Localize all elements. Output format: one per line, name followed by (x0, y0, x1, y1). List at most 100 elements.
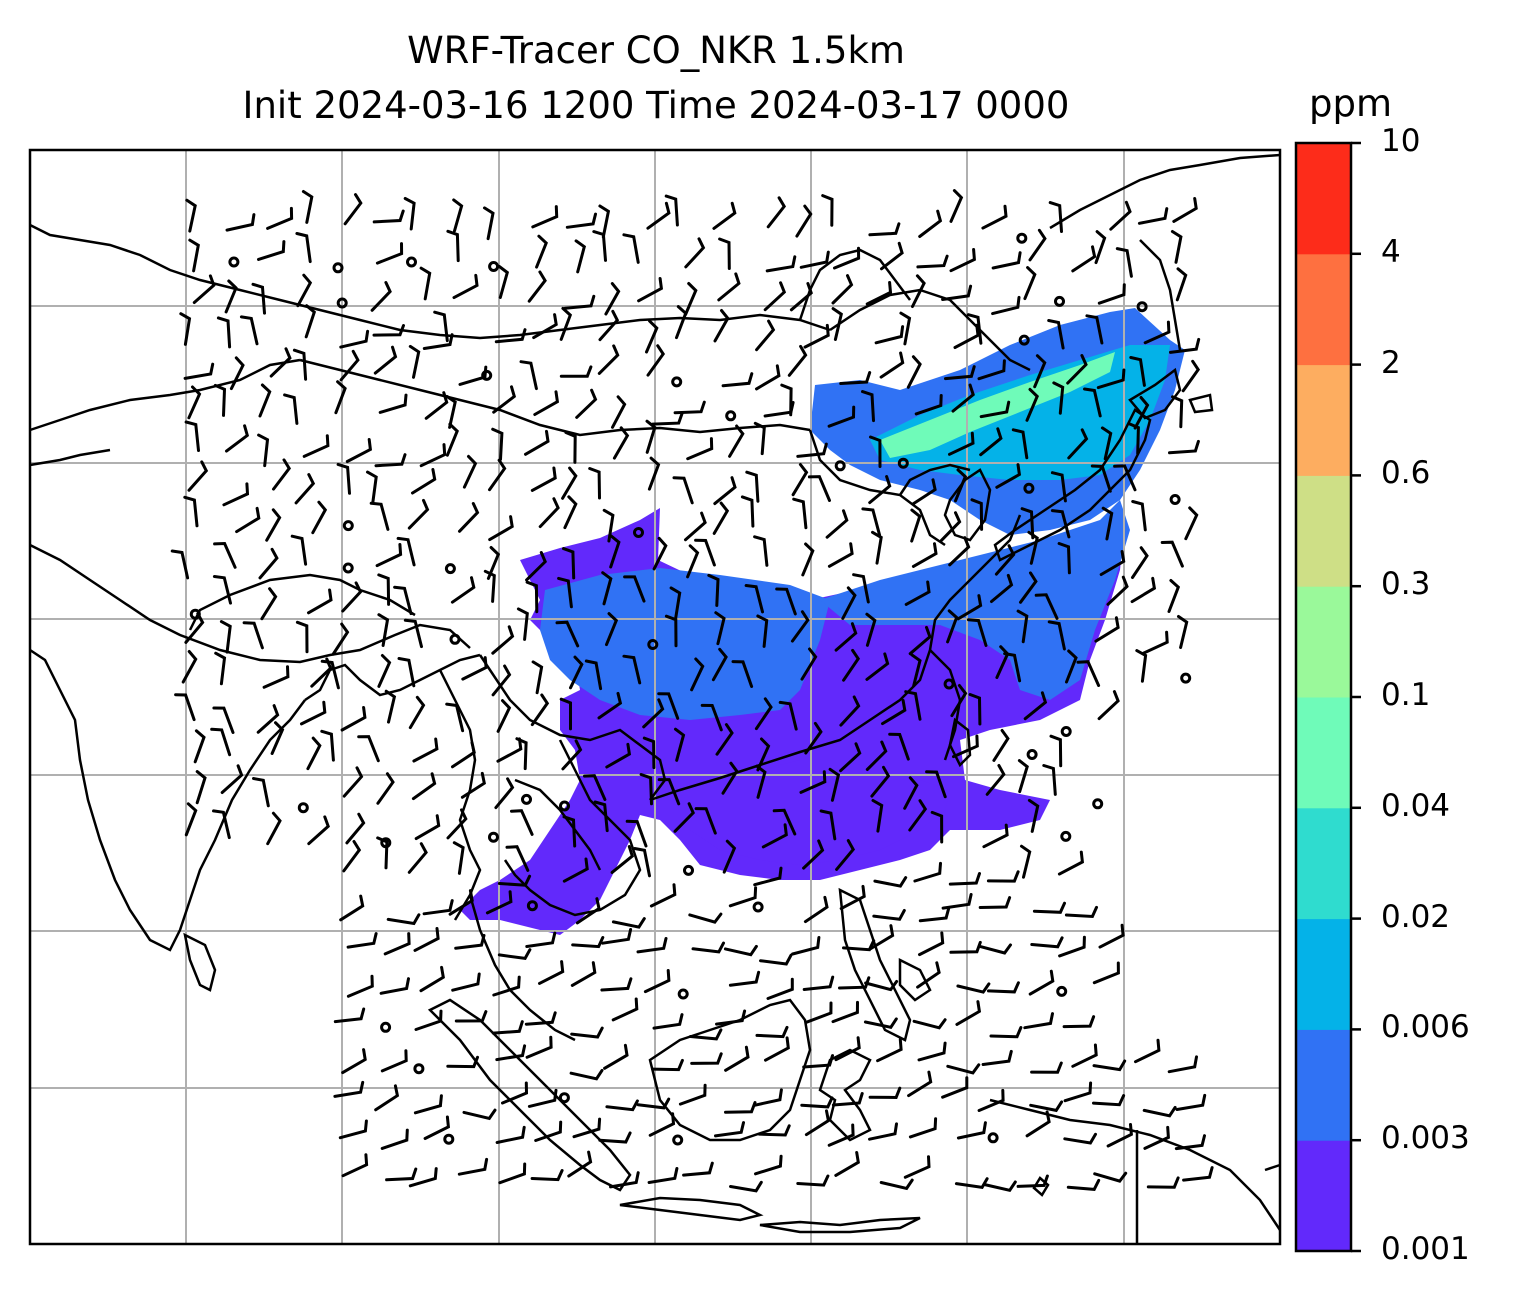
wind-barb (564, 431, 577, 464)
calm-wind-circle (488, 831, 499, 843)
wind-barb (462, 1108, 497, 1121)
wind-barb (713, 476, 737, 506)
wind-barb (807, 475, 831, 502)
wind-barb (524, 429, 550, 456)
wind-barb (910, 653, 922, 688)
wind-barb (357, 735, 380, 763)
wind-barb (948, 431, 975, 456)
wind-barb (728, 886, 758, 908)
colorbar-segment (1296, 253, 1351, 366)
wind-barb (715, 723, 734, 756)
wind-barb (380, 1128, 409, 1150)
wind-barb (258, 547, 279, 580)
wind-barb (446, 1055, 479, 1069)
wind-barb (183, 362, 215, 380)
wind-barb (1098, 923, 1125, 949)
wind-barb (184, 612, 205, 644)
wind-barb (1028, 228, 1047, 262)
wind-barb (904, 580, 931, 606)
wind-barb (295, 620, 309, 654)
wind-barb (602, 508, 615, 543)
wind-barb (377, 613, 390, 647)
wind-barb (422, 333, 454, 350)
wind-barb (333, 1007, 366, 1024)
wind-barb (992, 729, 1010, 762)
wind-barb (212, 706, 235, 734)
wind-barb (711, 647, 728, 682)
wind-barb (340, 706, 367, 732)
wind-barb (795, 204, 813, 238)
wind-barb (799, 770, 827, 794)
wind-barb (1003, 652, 1022, 683)
wind-barb (1172, 197, 1198, 223)
wind-barb (977, 1088, 1005, 1112)
wind-barb (1057, 850, 1085, 876)
wind-barb (639, 773, 653, 806)
wind-barb (413, 927, 440, 952)
wind-barb (759, 953, 793, 966)
wind-barb (188, 238, 200, 273)
wind-barb (461, 656, 488, 681)
wind-barb (373, 345, 398, 375)
wind-barb (413, 1094, 443, 1115)
wind-barb (728, 424, 745, 458)
tracer-fill-level-2 (540, 568, 830, 720)
calm-wind-circle (488, 261, 500, 272)
wind-barb (756, 614, 769, 648)
wind-barb (380, 1049, 408, 1073)
wind-barb (1030, 936, 1064, 949)
wind-barb (952, 734, 979, 759)
wind-barb (496, 699, 512, 733)
wind-barb (1093, 1171, 1128, 1183)
wind-barb (1106, 1123, 1133, 1148)
wind-barb (651, 1058, 684, 1072)
wind-barb (682, 1161, 714, 1177)
wind-barb (561, 739, 583, 771)
wind-barb (383, 932, 411, 956)
wind-barb (1062, 1015, 1096, 1029)
wind-barb (652, 536, 668, 571)
wind-barb (633, 847, 651, 878)
wind-barb (755, 764, 767, 799)
wind-barb (754, 1154, 783, 1176)
wind-barb (1047, 319, 1065, 350)
wind-barb (1167, 579, 1181, 613)
wind-barb (970, 498, 984, 531)
calm-wind-circle (987, 1132, 999, 1144)
calm-wind-circle (336, 297, 348, 309)
wind-barb (384, 689, 397, 724)
wind-barb (865, 740, 888, 771)
wind-barb (454, 1010, 488, 1023)
wind-barb (339, 349, 360, 382)
wind-barb (1064, 905, 1098, 919)
wind-barb (673, 400, 706, 415)
wind-barb (622, 233, 640, 264)
wind-barb (1129, 356, 1146, 387)
wind-barb (714, 611, 726, 646)
wind-barb (1017, 759, 1029, 794)
wind-barb (408, 695, 426, 730)
wind-barb (563, 294, 596, 310)
calm-wind-circle (1054, 295, 1065, 307)
wind-barb (791, 936, 821, 956)
wind-barb (1034, 593, 1059, 620)
wind-barb (827, 542, 854, 568)
wind-barb (868, 475, 892, 505)
wind-barb (948, 536, 971, 567)
wind-barb (1168, 439, 1200, 455)
wind-barb (647, 456, 661, 491)
wind-barb (772, 808, 797, 836)
calm-wind-circle (297, 802, 309, 814)
wind-barb (1083, 387, 1102, 418)
wind-barb (301, 190, 314, 224)
colorbar-tick-label: 2 (1381, 344, 1401, 381)
wind-barb (991, 295, 1021, 316)
wind-barb (488, 515, 514, 542)
wind-barb (839, 695, 861, 727)
wind-barb (766, 977, 794, 1000)
wind-barb (422, 899, 454, 916)
wind-barb (1023, 266, 1037, 301)
wind-barb (841, 586, 857, 620)
colorbar-tick-label: 0.04 (1381, 787, 1451, 824)
wind-barb (904, 690, 922, 721)
